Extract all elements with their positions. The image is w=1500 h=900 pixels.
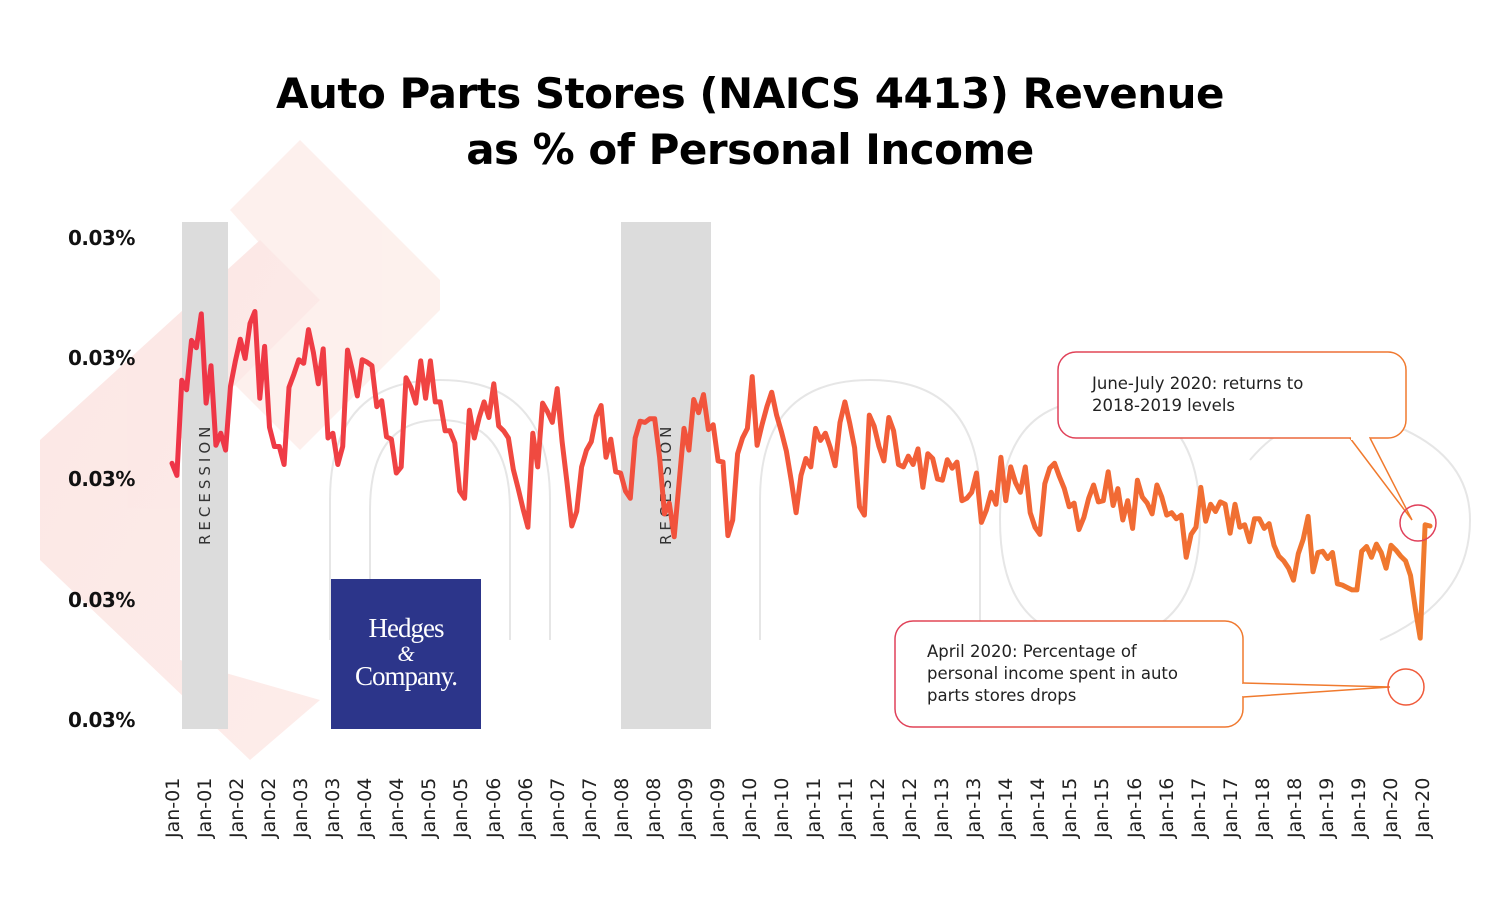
recession-band-2001 xyxy=(182,222,228,729)
hedges-company-logo: Hedges & Company. xyxy=(331,579,481,729)
highlight-circle-june-2020 xyxy=(1399,504,1437,542)
logo-ampersand: & xyxy=(397,641,415,666)
y-tick-label: 0.03% xyxy=(68,588,135,612)
chart-title-line-1: Auto Parts Stores (NAICS 4413) Revenue xyxy=(275,69,1225,118)
highlight-circle-april-2020 xyxy=(1387,668,1425,706)
brand-chevron-watermark xyxy=(40,140,440,760)
revenue-pct-line xyxy=(169,309,1433,641)
recession-band-2008 xyxy=(621,222,711,729)
logo-text-hedges: Hedges xyxy=(368,613,445,643)
callout-april-2020 xyxy=(894,620,1425,728)
callout-top-text: June-July 2020: returns to 2018-2019 lev… xyxy=(1092,373,1303,417)
callout-bottom-text: April 2020: Percentage of personal incom… xyxy=(927,641,1178,707)
callout-bottom-line-1: April 2020: Percentage of xyxy=(927,642,1137,661)
y-tick-label: 0.03% xyxy=(68,346,135,370)
callout-june-july-2020 xyxy=(1057,351,1437,542)
callout-top-line-2: 2018-2019 levels xyxy=(1092,396,1236,415)
callout-bottom-line-3: parts stores drops xyxy=(927,686,1077,705)
y-tick-label: 0.03% xyxy=(68,708,135,732)
callout-top-line-1: June-July 2020: returns to xyxy=(1092,374,1304,393)
y-tick-label: 0.03% xyxy=(68,226,135,250)
callout-bottom-line-2: personal income spent in auto xyxy=(927,664,1178,683)
y-tick-label: 0.03% xyxy=(68,467,135,491)
logo-text-company: Company. xyxy=(355,661,458,691)
chart-title: Auto Parts Stores (NAICS 4413) Revenue a… xyxy=(0,66,1500,178)
chart-title-line-2: as % of Personal Income xyxy=(466,125,1034,174)
